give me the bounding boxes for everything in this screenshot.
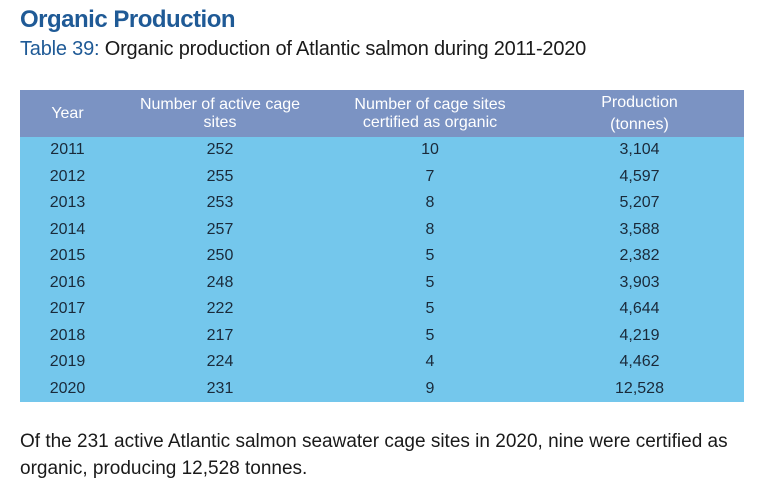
table-row: 2018 217 5 4,219: [20, 322, 744, 349]
cell-production: 5,207: [619, 194, 660, 212]
header-active-sites: Number of active cage sites: [139, 95, 301, 131]
cell-organic-sites: 7: [425, 167, 435, 185]
cell-production: 4,597: [619, 167, 660, 185]
header-year: Year: [51, 104, 84, 122]
cell-active-sites: 231: [206, 379, 234, 397]
summary-text: Of the 231 active Atlantic salmon seawat…: [20, 431, 728, 479]
cell-year: 2019: [49, 353, 86, 371]
cell-organic-sites: 8: [425, 194, 435, 212]
table-caption: Table 39: Organic production of Atlantic…: [20, 38, 586, 61]
table-row: 2015 250 5 2,382: [20, 243, 744, 270]
cell-year: 2012: [49, 167, 86, 185]
cell-production: 4,462: [619, 353, 660, 371]
cell-production: 4,644: [619, 300, 660, 318]
cell-active-sites: 217: [206, 326, 234, 344]
cell-production: 4,219: [619, 326, 660, 344]
cell-production: 2,382: [619, 247, 660, 265]
cell-year: 2017: [49, 300, 86, 318]
cell-production: 12,528: [615, 379, 664, 397]
cell-production: 3,104: [619, 141, 660, 159]
table-caption-label: Table 39:: [20, 38, 100, 60]
cell-year: 2020: [49, 379, 86, 397]
cell-active-sites: 248: [206, 273, 234, 291]
header-organic-sites: Number of cage sites certified as organi…: [354, 95, 506, 131]
cell-active-sites: 253: [206, 194, 234, 212]
cell-active-sites: 257: [206, 220, 234, 238]
table-row: 2013 253 8 5,207: [20, 190, 744, 217]
cell-year: 2018: [49, 326, 86, 344]
table-row: 2011 252 10 3,104: [20, 137, 744, 164]
table-row: 2014 257 8 3,588: [20, 216, 744, 243]
cell-organic-sites: 9: [425, 379, 435, 397]
cell-active-sites: 224: [206, 353, 234, 371]
cell-active-sites: 252: [206, 141, 234, 159]
table-row: 2019 224 4 4,462: [20, 349, 744, 376]
table-header-row: Year Number of active cage sites Number …: [20, 90, 744, 137]
cell-active-sites: 255: [206, 167, 234, 185]
cell-organic-sites: 5: [425, 326, 435, 344]
cell-active-sites: 222: [206, 300, 234, 318]
cell-year: 2015: [49, 247, 86, 265]
cell-year: 2016: [49, 273, 86, 291]
table-row: 2020 231 9 12,528: [20, 375, 744, 402]
cell-organic-sites: 5: [425, 300, 435, 318]
table-row: 2017 222 5 4,644: [20, 296, 744, 323]
cell-year: 2011: [50, 141, 85, 159]
table-row: 2012 255 7 4,597: [20, 163, 744, 190]
cell-year: 2013: [49, 194, 86, 212]
cell-production: 3,903: [619, 273, 660, 291]
table-caption-text: Organic production of Atlantic salmon du…: [99, 38, 587, 60]
cell-active-sites: 250: [206, 247, 234, 265]
cell-organic-sites: 10: [421, 141, 439, 159]
cell-organic-sites: 4: [425, 353, 435, 371]
organic-production-table: Year Number of active cage sites Number …: [20, 90, 744, 402]
cell-organic-sites: 8: [425, 220, 435, 238]
cell-organic-sites: 5: [425, 273, 435, 291]
cell-year: 2014: [49, 220, 86, 238]
table-row: 2016 248 5 3,903: [20, 269, 744, 296]
cell-production: 3,588: [619, 220, 660, 238]
header-production: Production (tonnes): [601, 93, 678, 133]
cell-organic-sites: 5: [425, 247, 435, 265]
section-heading: Organic Production: [20, 6, 236, 33]
